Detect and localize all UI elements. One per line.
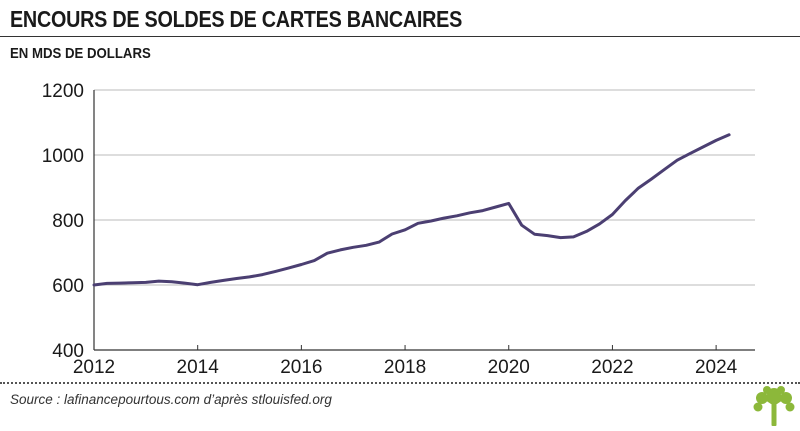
x-tick-label-2016: 2016 [280, 357, 322, 378]
y-tick-label-1200: 1200 [42, 81, 84, 102]
y-tick-labels: 400 600 800 1000 1200 [42, 81, 84, 362]
grid-lines [94, 89, 755, 286]
x-tick-label-2014: 2014 [177, 357, 220, 378]
y-tick-label-1000: 1000 [42, 146, 84, 167]
axes [93, 90, 755, 351]
footer-divider [0, 382, 800, 384]
source-note: Source : lafinancepourtous.com d’après s… [10, 392, 332, 407]
x-tick-label-2012: 2012 [73, 357, 115, 378]
x-tick-label-2024: 2024 [695, 357, 738, 378]
x-tick-label-2022: 2022 [591, 357, 633, 378]
series-line-0 [92, 133, 731, 287]
x-tick-label-2020: 2020 [488, 357, 530, 378]
y-tick-label-600: 600 [52, 276, 84, 297]
x-tick-labels: 2012 2014 2016 2018 2020 2022 2024 [73, 357, 738, 378]
chart-title: ENCOURS DE SOLDES DE CARTES BANCAIRES [10, 6, 463, 32]
y-tick-label-800: 800 [52, 211, 84, 232]
tree-icon [753, 386, 795, 426]
x-tick-label-2018: 2018 [384, 357, 426, 378]
y-tick-label-400: 400 [52, 341, 84, 362]
title-divider [0, 36, 800, 37]
chart-subtitle: EN MDS DE DOLLARS [10, 45, 151, 62]
series-layer [92, 133, 731, 287]
